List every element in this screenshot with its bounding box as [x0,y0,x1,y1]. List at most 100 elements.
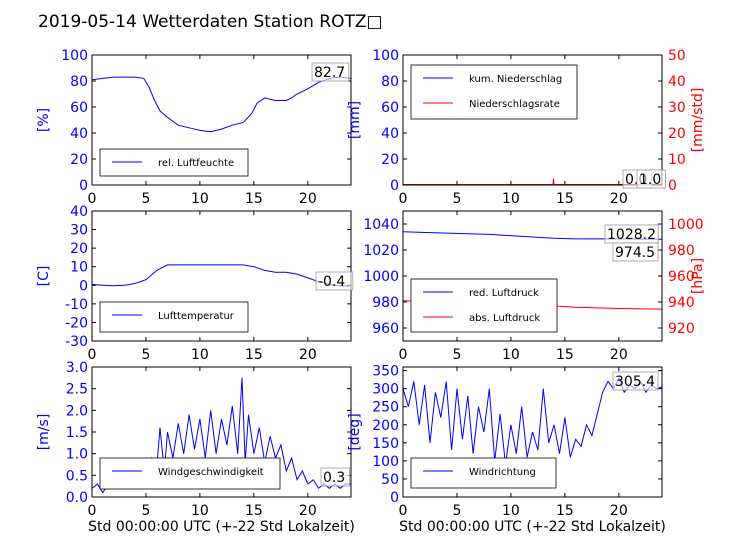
value-box [612,371,659,391]
x-tick-label: 20 [610,191,628,207]
y-axis-label: [deg] [347,413,363,450]
y-axis-label: [mm] [347,101,363,139]
value-box [311,62,350,82]
y-tick-label: 10 [70,260,88,276]
y-tick-label: 60 [381,100,399,116]
y-tick-label: 1000 [363,269,399,285]
y-tick-label: 80 [381,74,399,90]
x-tick-label: 10 [502,191,520,207]
y-tick-label: 3.0 [66,360,88,376]
y-tick-label: 250 [372,400,399,416]
legend: rel. Luftfeuchte [99,148,249,177]
y2-tick-label: 0 [668,178,677,194]
x-tick-label: 10 [191,347,209,363]
series-line-1 [403,376,662,465]
legend-box [410,278,558,333]
x-tick-label: 5 [141,347,150,363]
y2-tick-label: 920 [668,321,695,337]
legend-box [99,301,249,333]
x-tick-label: 20 [610,347,628,363]
value-annotation: 82.7 [314,65,345,81]
axes-frame [91,54,352,186]
legend-label: red. Luftdruck [469,288,539,299]
x-tick-label: 5 [141,503,150,519]
y-axis-label: [m/s] [36,414,52,451]
y-tick-label: 80 [70,74,88,90]
x-tick-label: 15 [245,503,263,519]
x-tick-label: 0 [88,191,97,207]
legend-label: Niederschlagsrate [469,99,560,110]
value-box [315,271,354,291]
chart-panel-5: 0 5 10 15 20 0.0 0.5 1.0 1.5 2.0 2.5 3.0 [m/s] Windge… [36,360,355,535]
series-line-1 [92,76,351,133]
y-axis-label: [C] [36,266,52,287]
x-tick-label: 10 [191,191,209,207]
y-tick-label: 300 [372,382,399,398]
x-tick-label: 0 [399,347,408,363]
y-tick-label: 1.0 [66,447,88,463]
y-tick-label: 0 [390,490,399,506]
legend: Lufttemperatur [99,301,249,333]
legend: Windgeschwindigkeit [99,457,281,490]
x-tick-label: 15 [556,503,574,519]
chart-panel-4: 0 5 10 15 20 960 980 1000 1020 1040 920 940 960 980 10… [363,210,706,363]
x-tick-label: 10 [502,347,520,363]
value-annotation: 0.3 [323,470,345,486]
y-tick-label: 960 [372,321,399,337]
y-tick-label: 2.5 [66,382,88,398]
value-annotation: 974.5 [615,245,655,261]
legend: red. Luftdruck abs. Luftdruck [410,278,558,333]
y2-tick-label: 50 [668,48,686,64]
x-tick-label: 5 [452,191,461,207]
y-tick-label: 1040 [363,217,399,233]
legend-label: kum. Niederschlag [469,74,562,85]
legend-box [410,457,557,489]
x-axis-label: Std 00:00:00 UTC (+-22 Std Lokalzeit) [88,519,355,535]
y-tick-label: 1020 [363,243,399,259]
y-axis-label: [%] [36,108,52,132]
x-tick-label: 15 [556,191,574,207]
series-line-1 [92,264,351,287]
y2-tick-label: 1000 [668,217,704,233]
y-tick-label: 0 [79,278,88,294]
value-annotation: 1.0 [639,172,661,188]
x-tick-label: 15 [245,191,263,207]
y2-tick-label: 30 [668,100,686,116]
y-tick-label: 100 [372,454,399,470]
legend: kum. Niederschlag Niederschlagsrate [410,64,578,120]
x-tick-label: 20 [610,503,628,519]
y-tick-label: 60 [70,100,88,116]
y-tick-label: -20 [65,315,88,331]
x-axis-label: Std 00:00:00 UTC (+-22 Std Lokalzeit) [399,519,666,535]
legend: Windrichtung [410,457,557,489]
y-tick-label: 0.5 [66,468,88,484]
y-tick-label: 980 [372,295,399,311]
y-tick-label: 20 [381,152,399,168]
x-tick-label: 0 [88,347,97,363]
y-tick-label: 0.0 [66,490,88,506]
value-annotation: 305.4 [615,374,655,390]
x-tick-label: 20 [299,191,317,207]
y2-tick-label: 10 [668,152,686,168]
legend-label: Windgeschwindigkeit [158,467,264,478]
y-tick-label: 0 [79,178,88,194]
y-tick-label: 20 [70,241,88,257]
y-tick-label: 200 [372,418,399,434]
y2-tick-label: 940 [668,295,695,311]
y-tick-label: 40 [381,126,399,142]
y-tick-label: 1.5 [66,425,88,441]
legend-label: abs. Luftdruck [469,313,540,324]
y-tick-label: 100 [372,48,399,64]
x-tick-label: 5 [452,503,461,519]
y-tick-label: 150 [372,436,399,452]
value-box [320,467,351,487]
y2-axis-label: [hPa] [690,258,706,294]
y-tick-label: 50 [381,472,399,488]
x-tick-label: 10 [191,503,209,519]
y2-tick-label: 960 [668,269,695,285]
chart-panel-3: 0 5 10 15 20 -30 -20 -10 0 10 20 30 40 [C] Lufttempera… [36,204,354,363]
chart-panel-2: 0 5 10 15 20 0 20 40 60 80 100 0 10 20 30 40 50 [mm] [mm/s… [347,48,706,207]
y-tick-label: 20 [70,152,88,168]
y-tick-label: 40 [70,126,88,142]
